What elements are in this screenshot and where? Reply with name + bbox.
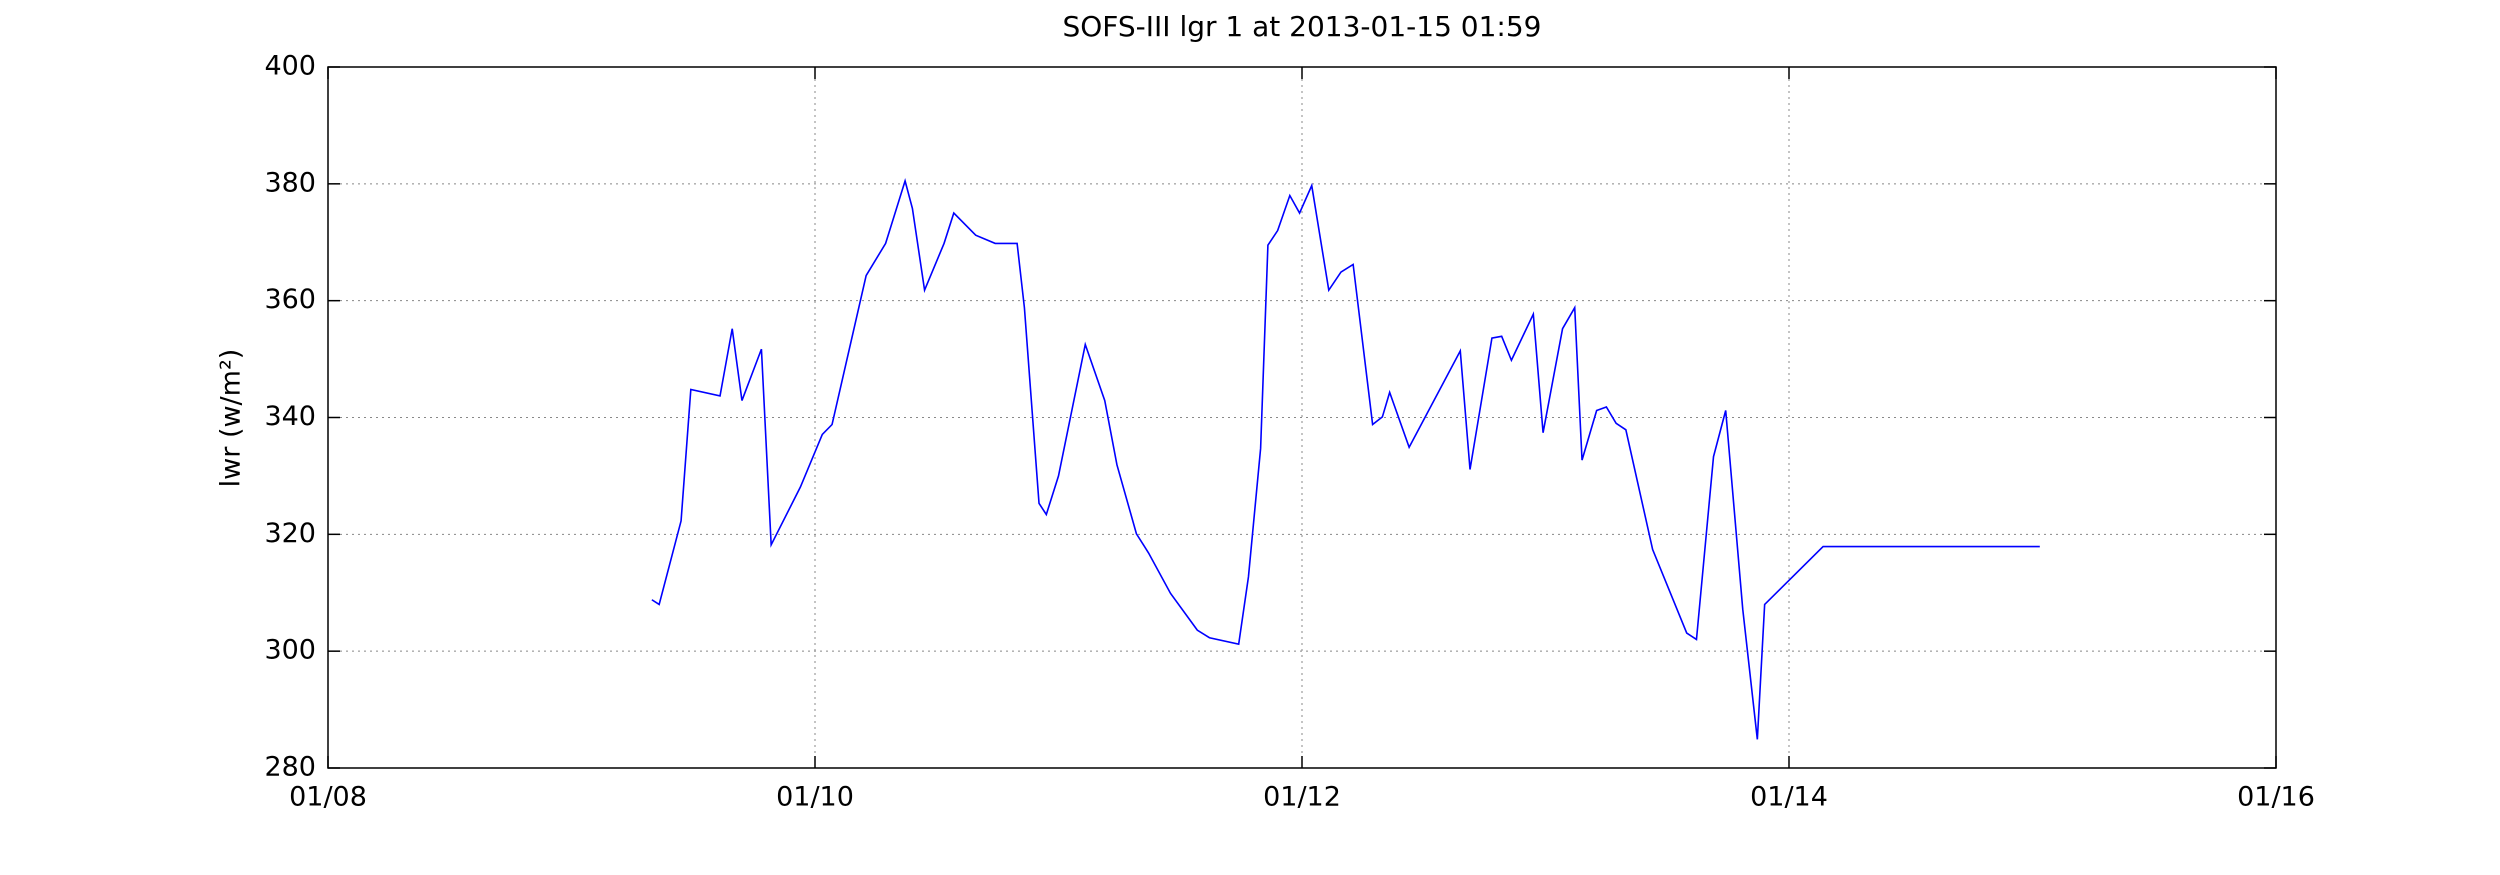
y-tick-label: 300	[264, 635, 316, 666]
x-tick-label: 01/14	[1750, 782, 1828, 813]
x-tick-label: 01/12	[1263, 782, 1341, 813]
x-tick-label: 01/08	[289, 782, 367, 813]
y-axis-label: lwr (w/m²)	[216, 349, 247, 488]
chart-title: SOFS-III lgr 1 at 2013-01-15 01:59	[1062, 10, 1541, 43]
data-line	[651, 178, 2040, 740]
x-tick-label: 01/16	[2237, 782, 2315, 813]
plot-frame	[327, 66, 2277, 769]
y-tick-label: 340	[264, 401, 316, 432]
x-tick-label: 01/10	[776, 782, 854, 813]
y-tick-label: 360	[264, 284, 316, 315]
y-tick-label: 280	[264, 752, 316, 783]
y-tick-label: 400	[264, 51, 316, 82]
y-tick-label: 320	[264, 518, 316, 549]
y-tick-label: 380	[264, 167, 316, 198]
